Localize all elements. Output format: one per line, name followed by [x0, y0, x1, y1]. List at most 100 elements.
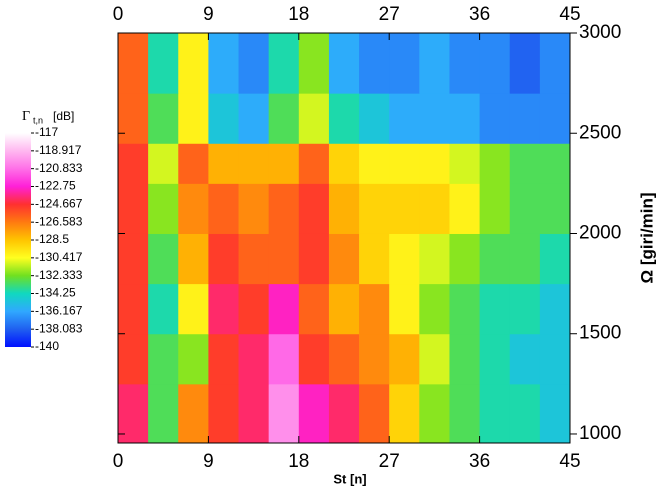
heatmap-cell	[389, 93, 420, 144]
heatmap-cell	[449, 383, 481, 444]
heatmap-cell	[328, 283, 360, 335]
heatmap-cell	[238, 333, 270, 385]
x-axis-label: St [n]	[333, 471, 366, 486]
heatmap-cell	[359, 93, 390, 144]
heatmap-cell	[449, 33, 481, 94]
heatmap-cell	[419, 33, 450, 94]
plot-frame	[117, 32, 571, 444]
heatmap-cell	[509, 283, 541, 335]
heatmap-cell	[178, 93, 209, 144]
heatmap-cell	[268, 143, 300, 184]
heatmap-cell	[178, 283, 209, 335]
heatmap-cell	[298, 33, 330, 94]
colorbar-tick-label: -120.833	[35, 161, 83, 175]
heatmap-cell	[449, 93, 481, 144]
heatmap-cell	[539, 283, 571, 335]
heatmap-cell	[268, 333, 300, 385]
heatmap-cell	[148, 183, 179, 234]
heatmap-cell	[389, 333, 420, 385]
heatmap-cell	[178, 333, 209, 385]
heatmap-cell	[479, 93, 511, 144]
heatmap-cell	[479, 143, 511, 184]
colorbar-tick-label: -128.5	[35, 232, 69, 246]
heatmap-cell	[238, 183, 270, 234]
heatmap-cell	[509, 233, 541, 285]
heatmap-cell	[539, 383, 571, 444]
heatmap-cell	[539, 183, 571, 234]
x-tick-label: 45	[559, 451, 580, 472]
colorbar-tick-label: -117	[35, 125, 58, 139]
x-tick-label: 27	[379, 451, 400, 472]
colorbar-tick-label: -126.583	[35, 214, 83, 228]
heatmap-cell	[419, 233, 450, 285]
heatmap-cell	[359, 233, 390, 285]
x-tick-label: 0	[113, 451, 124, 472]
heatmap-cell	[539, 143, 571, 184]
y-tick-label: 2500	[579, 122, 621, 143]
heatmap-cell	[509, 143, 541, 184]
heatmap-cell	[298, 333, 330, 385]
heatmap-cell	[449, 333, 481, 385]
heatmap-cell	[328, 233, 360, 285]
heatmap	[118, 33, 571, 444]
heatmap-cell	[449, 283, 481, 335]
heatmap-cell	[479, 183, 511, 234]
colorbar-title: Γ t,n [dB]	[22, 109, 74, 125]
heatmap-cell	[178, 383, 209, 444]
heatmap-cell	[539, 233, 571, 285]
heatmap-cell	[208, 93, 240, 144]
heatmap-cell	[509, 93, 541, 144]
colorbar-tick-label: -130.417	[35, 250, 83, 264]
heatmap-cell	[479, 283, 511, 335]
heatmap-cell	[359, 33, 390, 94]
colorbar-tick-label: -124.667	[35, 197, 83, 211]
heatmap-cell	[389, 183, 420, 234]
heatmap-cell	[238, 33, 270, 94]
heatmap-cell	[178, 233, 209, 285]
heatmap-cell	[419, 383, 450, 444]
heatmap-cell	[328, 183, 360, 234]
heatmap-cell	[298, 143, 330, 184]
heatmap-cell	[178, 183, 209, 234]
heatmap-cell	[509, 383, 541, 444]
heatmap-cell	[298, 93, 330, 144]
heatmap-cell	[208, 183, 240, 234]
heatmap-cell	[298, 233, 330, 285]
heatmap-cell	[389, 143, 420, 184]
heatmap-cell	[539, 33, 571, 94]
heatmap-cell	[298, 183, 330, 234]
heatmap-cell	[268, 93, 300, 144]
heatmap-cell	[268, 283, 300, 335]
heatmap-cell	[148, 233, 179, 285]
heatmap-cell	[268, 33, 300, 94]
colorbar-tick-label: -140	[35, 339, 59, 353]
heatmap-cell	[389, 383, 420, 444]
heatmap-cell	[298, 283, 330, 335]
y-tick-label: 3000	[579, 22, 621, 43]
heatmap-cell	[208, 33, 240, 94]
heatmap-cell	[359, 383, 390, 444]
heatmap-cell	[238, 143, 270, 184]
heatmap-cell	[479, 33, 511, 94]
x-tick-label: 9	[203, 451, 214, 472]
heatmap-cell	[118, 333, 149, 385]
colorbar-subscript: t,n	[33, 115, 43, 125]
heatmap-cell	[509, 183, 541, 234]
colorbar-unit: [dB]	[53, 109, 74, 123]
heatmap-cell	[118, 283, 149, 335]
heatmap-cell	[509, 33, 541, 94]
heatmap-cell	[148, 383, 179, 444]
heatmap-cell	[268, 383, 300, 444]
heatmap-cell	[328, 93, 360, 144]
colorbar-tick-label: -134.25	[35, 286, 76, 300]
heatmap-cell	[268, 233, 300, 285]
heatmap-cell	[238, 93, 270, 144]
heatmap-cell	[178, 143, 209, 184]
heatmap-cell	[118, 183, 149, 234]
heatmap-cell	[298, 383, 330, 444]
heatmap-cell	[178, 33, 209, 94]
heatmap-cell	[118, 143, 149, 184]
heatmap-cell	[539, 93, 571, 144]
colorbar	[5, 133, 31, 347]
